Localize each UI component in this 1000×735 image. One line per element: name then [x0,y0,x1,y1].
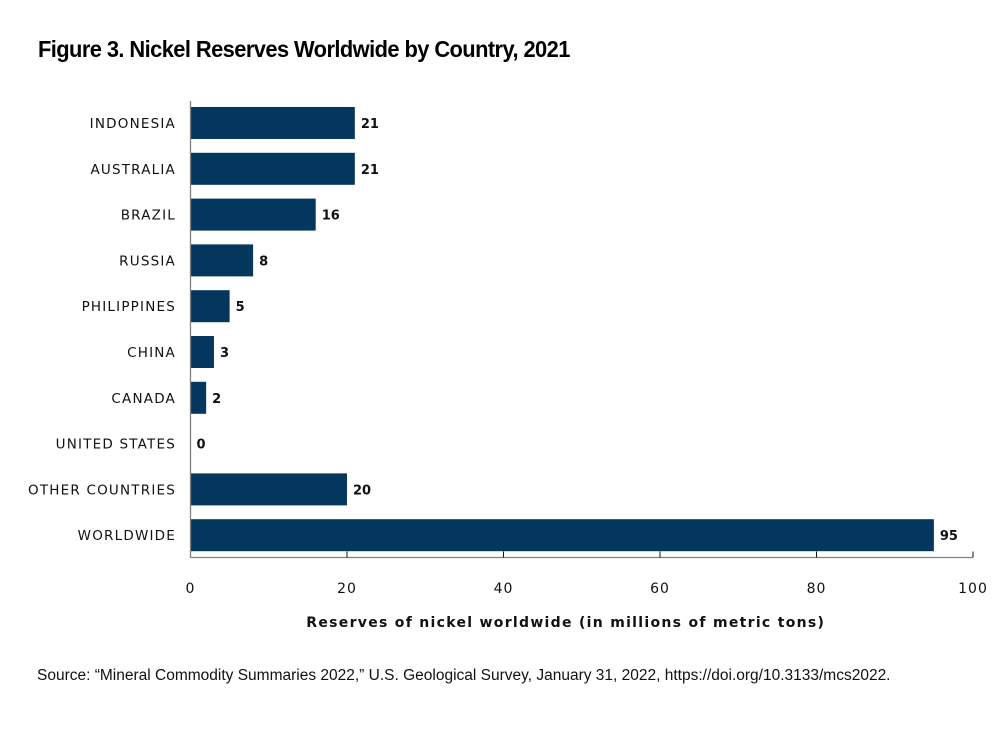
category-label: UNITED STATES [56,437,176,453]
data-label: 2 [212,392,221,407]
data-label: 0 [197,438,206,453]
data-label: 3 [220,346,229,361]
data-label: 8 [259,254,268,269]
bar [190,290,230,323]
category-label: WORLDWIDE [78,528,176,544]
category-label: BRAZIL [121,208,176,224]
source-note: Source: “Mineral Commodity Summaries 202… [37,667,891,684]
category-label: OTHER COUNTRIES [28,482,176,498]
x-tick-label: 20 [337,581,357,597]
x-tick-label: 100 [958,581,988,597]
chart-title: Figure 3. Nickel Reserves Worldwide by C… [38,36,570,62]
data-label: 21 [361,163,379,178]
category-label: INDONESIA [90,116,176,132]
data-label: 5 [236,300,245,315]
category-label: CHINA [127,345,176,361]
data-label: 20 [353,483,371,498]
bar [190,381,207,414]
bar [190,519,934,552]
bar-chart: INDONESIA 21 AUSTRALIA 21 BRAZIL 16 RUSSIA 8 PHI… [28,101,988,631]
x-tick-label: 0 [186,581,196,597]
category-label: AUSTRALIA [90,162,176,178]
category-label: RUSSIA [119,253,176,269]
data-label: 16 [322,209,340,224]
bar [190,152,355,185]
bar [190,336,214,368]
bar [190,244,254,277]
x-tick-label: 40 [494,581,514,597]
data-label: 21 [361,117,379,132]
x-tick-label: 80 [807,581,827,597]
category-label: PHILIPPINES [82,299,176,315]
data-label: 95 [940,529,958,544]
category-label: CANADA [111,391,176,407]
bar [190,107,355,139]
bar [190,473,347,506]
x-axis-title: Reserves of nickel worldwide (in million… [306,615,825,631]
x-tick-label: 60 [650,581,670,597]
bar [190,198,316,231]
